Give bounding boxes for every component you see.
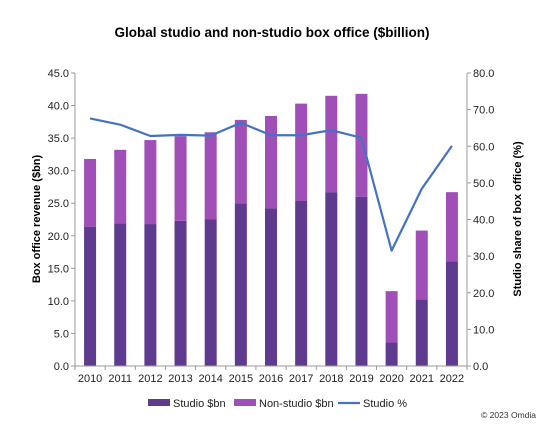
x-tick-label: 2022 <box>440 373 464 385</box>
y-tick-label: 30.0 <box>48 166 69 178</box>
x-tick-label: 2014 <box>198 373 222 385</box>
y2-tick-label: 60.0 <box>473 141 494 153</box>
studio-bar <box>415 299 428 366</box>
x-tick-label: 2021 <box>410 373 434 385</box>
legend-non-studio: Non-studio $bn <box>234 398 334 410</box>
source-note: © 2023 Omdia <box>481 410 536 420</box>
studio-bar <box>325 192 338 366</box>
studio-bar <box>174 220 187 366</box>
studio-bar <box>445 261 458 366</box>
y-tick-label: 10.0 <box>48 296 69 308</box>
y2-tick-label: 40.0 <box>473 215 494 227</box>
non-studio-bar <box>325 95 338 193</box>
x-tick-label: 2011 <box>108 373 132 385</box>
non-studio-bar <box>84 158 97 227</box>
left-tick-labels: 0.0 5.0 10.0 15.0 20.0 25.0 30.0 35.0 40.0 45.0 <box>48 68 75 373</box>
legend-swatch <box>234 399 256 406</box>
bars-group <box>84 93 458 366</box>
y-tick-label: 0.0 <box>54 361 69 373</box>
y2-tick-label: 80.0 <box>473 68 494 80</box>
legend-label: Studio $bn <box>173 398 226 410</box>
y2-tick-label: 20.0 <box>473 288 494 300</box>
x-tick-label: 2020 <box>379 373 403 385</box>
y-tick-label: 5.0 <box>54 328 69 340</box>
non-studio-bar <box>204 132 217 220</box>
studio-bar <box>234 203 247 366</box>
studio-bar <box>114 223 127 366</box>
y2-tick-label: 70.0 <box>473 105 494 117</box>
y2-tick-label: 50.0 <box>473 178 494 190</box>
studio-bar <box>385 342 398 366</box>
studio-bar <box>355 196 368 366</box>
y-tick-label: 15.0 <box>48 263 69 275</box>
studio-bar <box>204 219 217 366</box>
y-tick-label: 25.0 <box>48 198 69 210</box>
y-tick-label: 20.0 <box>48 231 69 243</box>
x-tick-label: 2019 <box>349 373 373 385</box>
legend-studio-pct: Studio % <box>338 398 407 410</box>
line-group <box>89 117 453 252</box>
studio-bar <box>265 208 277 366</box>
non-studio-bar <box>144 140 157 225</box>
legend-label: Non-studio $bn <box>259 398 334 410</box>
x-tick-label: 2015 <box>229 373 253 385</box>
legend-swatch <box>148 399 170 406</box>
x-tick-label: 2012 <box>138 373 162 385</box>
x-tick-label: 2017 <box>289 373 313 385</box>
non-studio-bar <box>445 192 458 262</box>
non-studio-bar <box>415 230 428 300</box>
x-tick-label: 2010 <box>78 373 102 385</box>
non-studio-bar <box>295 103 308 201</box>
non-studio-bar <box>114 149 127 224</box>
non-studio-bar <box>174 136 187 221</box>
y2-tick-label: 30.0 <box>473 251 494 263</box>
legend-label: Studio % <box>363 398 407 410</box>
y-tick-label: 45.0 <box>48 68 69 80</box>
y-tick-label: 40.0 <box>48 101 69 113</box>
non-studio-bar <box>385 291 398 343</box>
y2-axis-title: Studio share of box office (%) <box>512 141 524 297</box>
y2-tick-label: 0.0 <box>473 361 488 373</box>
studio-bar <box>144 224 157 366</box>
y2-tick-label: 10.0 <box>473 324 494 336</box>
legend-studio: Studio $bn <box>148 398 226 410</box>
non-studio-bar <box>355 93 368 197</box>
chart-title: Global studio and non-studio box office … <box>115 25 430 40</box>
studio-share-line <box>89 117 453 252</box>
non-studio-bar <box>265 115 277 209</box>
x-tick-label: 2013 <box>168 373 192 385</box>
x-tick-label: 2016 <box>259 373 283 385</box>
right-tick-labels: 0.0 10.0 20.0 30.0 40.0 50.0 60.0 70.0 80.0 <box>467 68 494 373</box>
y-tick-label: 35.0 <box>48 133 69 145</box>
non-studio-bar <box>234 119 247 204</box>
x-tick-labels: 2010 2011 2012 2013 2014 2015 2016 2017 2018 2019… <box>74 366 468 385</box>
legend: Studio $bn Non-studio $bn Studio % <box>148 398 407 410</box>
x-tick-label: 2018 <box>319 373 343 385</box>
y-axis-title: Box office revenue ($bn) <box>31 154 43 283</box>
studio-bar <box>295 200 308 366</box>
studio-bar <box>84 226 97 366</box>
